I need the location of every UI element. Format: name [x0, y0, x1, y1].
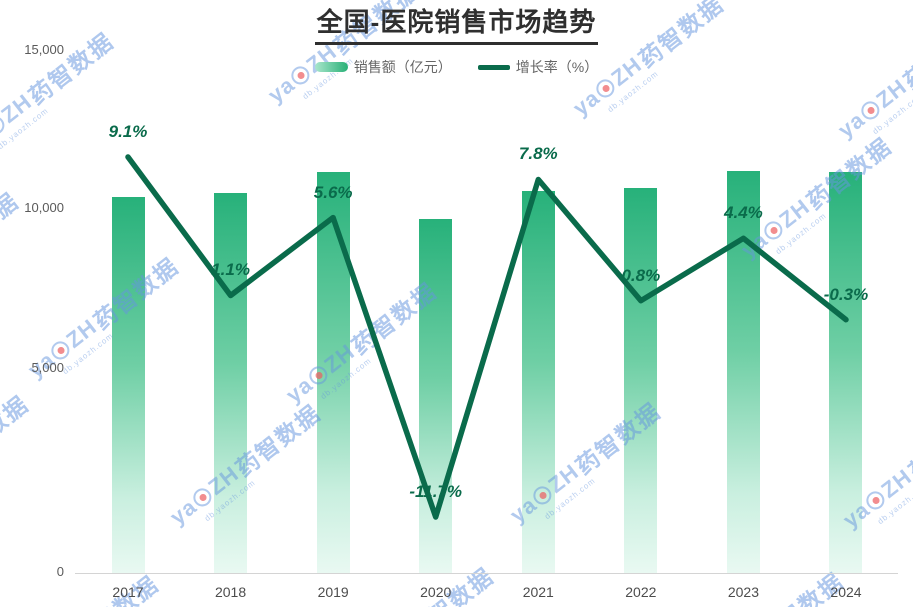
sales-bar-2018[interactable] [214, 193, 248, 573]
watermark-cn: 药智数据 [903, 402, 913, 485]
watermark-ya: ya [281, 371, 318, 408]
x-axis-tick-label: 2018 [214, 584, 247, 600]
x-axis-line [75, 573, 898, 574]
x-axis-tick-label: 2023 [727, 584, 759, 600]
x-axis-tick-label: 2019 [317, 584, 349, 600]
watermark-zh: ZH [0, 88, 37, 128]
growth-label-2024: -0.3% [823, 284, 869, 304]
growth-label-2018: 1.1% [211, 260, 250, 280]
x-axis-tick-label: 2020 [420, 584, 452, 600]
watermark-logo-icon [858, 97, 884, 123]
watermark-zh: ZH [876, 463, 913, 503]
watermark-zh: ZH [871, 73, 912, 113]
x-axis-tick-label: 2021 [522, 584, 554, 600]
watermark-logo-icon [0, 112, 9, 138]
sales-bar-2019[interactable] [316, 171, 350, 573]
legend-item-sales[interactable]: 销售额（亿元） [314, 57, 452, 77]
watermark-subtext: db.yaozh.com [875, 480, 913, 527]
line-series-swatch-icon [477, 64, 510, 70]
sales-bar-2024[interactable] [829, 172, 863, 573]
watermark-ya: ya [263, 71, 300, 108]
chart-title: 全国-医院销售市场趋势 [314, 2, 599, 45]
legend-label-growth: 增长率（%） [515, 59, 599, 75]
watermark-logo-icon [190, 484, 216, 510]
watermark-logo-icon [593, 75, 619, 101]
watermark-zh: ZH [61, 313, 102, 353]
watermark-logo-icon [863, 487, 889, 513]
growth-label-2022: 0.8% [621, 265, 661, 285]
x-axis-tick-label: 2022 [625, 584, 657, 600]
legend: 销售额（亿元） 增长率（%） [0, 57, 913, 77]
watermark-ya: ya [568, 84, 605, 121]
legend-item-growth[interactable]: 增长率（%） [477, 57, 599, 77]
watermark-cn: 药智数据 [0, 390, 34, 473]
watermark-subtext: db.yaozh.com [0, 208, 29, 311]
growth-label-2023: 4.4% [724, 203, 763, 223]
bar-series-swatch-icon [314, 62, 348, 72]
watermark-subtext: db.yaozh.com [0, 411, 39, 514]
x-axis-tick-label: 2017 [112, 584, 144, 600]
watermark-ya: ya [165, 493, 202, 530]
y-axis-tick-label: 15,000 [24, 42, 64, 57]
watermark-ya: ya [833, 106, 870, 143]
watermark-zh: ZH [774, 193, 815, 233]
y-axis-tick-label: 5,000 [31, 360, 64, 375]
growth-label-2019: 5.6% [313, 182, 353, 202]
growth-label-2021: 7.8% [518, 144, 558, 164]
sales-bar-2022[interactable] [624, 187, 658, 573]
legend-label-sales: 销售额（亿元） [353, 59, 452, 75]
y-axis-tick-label: 0 [56, 564, 64, 579]
x-axis-tick-label: 2024 [830, 584, 862, 600]
sales-bar-2021[interactable] [521, 190, 555, 573]
sales-bar-2020[interactable] [419, 218, 453, 573]
sales-bar-2023[interactable] [726, 171, 760, 573]
y-axis-tick-label: 10,000 [24, 200, 64, 215]
title-wrap: 全国-医院销售市场趋势 [0, 2, 913, 45]
growth-label-2017: 9.1% [108, 121, 148, 141]
watermark-subtext: db.yaozh.com [870, 90, 913, 137]
watermark-logo-icon [761, 217, 787, 243]
watermark-cn: 药智数据 [0, 187, 24, 270]
sales-bar-2017[interactable] [111, 197, 145, 573]
growth-label-2020: -11.7% [409, 482, 463, 502]
